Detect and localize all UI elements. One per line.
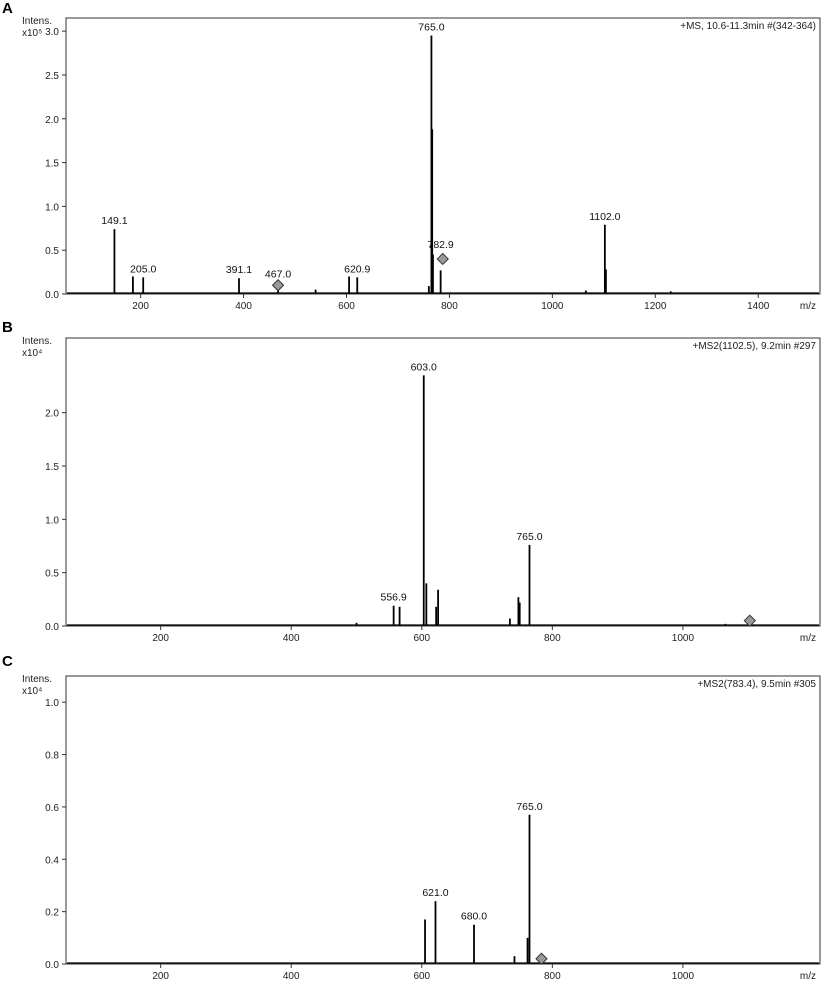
panel-a-letter: A [2,0,13,17]
panel-c-y-tick-label: 0.0 [45,960,59,971]
panel-a-peak-label: 765.0 [418,22,444,34]
panel-a-x-tick-label: 600 [338,301,355,312]
panel-b-x-tick-label: 200 [152,633,169,644]
panel-b-y-tick-label: 2.0 [45,409,59,420]
panel-a-x-tick-label: 1200 [644,301,667,312]
panel-b-y-tick-label: 0.0 [45,622,59,633]
panel-c-peak-label: 621.0 [422,887,448,899]
panel-b-y-tick-label: 0.5 [45,569,59,580]
panel-a-peak-label: 620.9 [344,263,370,275]
panel-c-y-axis-unit: x10⁴ [22,686,42,697]
panel-b-y-axis-unit: x10⁴ [22,348,42,359]
panel-b-peak-label: 603.0 [411,361,437,373]
panel-b-peak-label: 765.0 [516,531,542,543]
panel-a-x-tick-label: 400 [235,301,252,312]
panel-c-y-tick-label: 1.0 [45,698,59,709]
panel-c-x-tick-label: 1000 [672,971,695,982]
panel-c-letter: C [2,653,13,670]
panel-a-y-axis-unit: x10⁵ [22,28,42,39]
panel-a-precursor-diamond-icon [271,279,285,292]
panel-b-precursor-diamond-icon [743,614,757,627]
panel-b-y-axis-label: Intens. [22,336,52,347]
panel-a-peak-label: 149.1 [101,215,127,227]
panel-a-x-axis-label: m/z [800,301,816,312]
panel-a-y-tick-label: 1.0 [45,202,59,213]
panel-a-plot-frame [65,17,821,295]
panel-a-peak-label: 782.9 [427,239,453,251]
panel-c-peak-label: 680.0 [461,911,487,923]
panel-b-y-tick-label: 1.0 [45,515,59,526]
panel-c-y-tick-label: 0.6 [45,803,59,814]
panel-c-x-tick-label: 800 [544,971,561,982]
panel-a-x-tick-label: 1000 [541,301,564,312]
panel-c-x-axis-label: m/z [800,971,816,982]
panel-c-precursor-diamond-icon [535,952,548,965]
panel-a-x-tick-label: 1400 [747,301,770,312]
panel-c-x-tick-label: 200 [152,971,169,982]
panel-c-y-axis-label: Intens. [22,674,52,685]
panel-a-peak-label: 205.0 [130,263,156,275]
panel-b-letter: B [2,319,13,336]
panel-b-y-tick-label: 1.5 [45,462,59,473]
panel-a-peak-label: 391.1 [226,264,252,276]
panel-a-y-tick-label: 2.5 [45,71,59,82]
panel-c-plot-frame [65,675,821,965]
panel-b-x-tick-label: 800 [544,633,561,644]
panel-a-y-tick-label: 1.5 [45,159,59,170]
panel-c-x-tick-label: 400 [283,971,300,982]
panel-c-peak-label: 765.0 [516,801,542,813]
panel-a-scan-info: +MS, 10.6-11.3min #(342-364) [680,21,816,32]
panel-a-peak-label: 1102.0 [589,211,620,223]
panel-b-scan-info: +MS2(1102.5), 9.2min #297 [692,341,816,352]
panel-a-peak-label: 467.0 [265,269,291,281]
panel-a-x-tick-label: 800 [441,301,458,312]
panel-b-x-axis-label: m/z [800,633,816,644]
panel-c-y-tick-label: 0.2 [45,908,59,919]
panel-a-y-axis-label: Intens. [22,16,52,27]
panel-b-x-tick-label: 1000 [672,633,695,644]
panel-a-y-tick-label: 0.5 [45,246,59,257]
panel-a-x-tick-label: 200 [132,301,149,312]
panel-b-plot-frame [65,337,821,627]
panel-a-y-tick-label: 0.0 [45,290,59,301]
panel-b-peak-label: 556.9 [381,592,407,604]
panel-a-precursor-diamond-icon [436,252,449,266]
panel-a-y-tick-label: 3.0 [45,27,59,38]
panel-b-x-tick-label: 600 [413,633,430,644]
panel-c-x-tick-label: 600 [413,971,430,982]
panel-a-y-tick-label: 2.0 [45,115,59,126]
panel-c-y-tick-label: 0.4 [45,855,59,866]
panel-c-y-tick-label: 0.8 [45,751,59,762]
panel-c-scan-info: +MS2(783.4), 9.5min #305 [697,679,816,690]
panel-b-x-tick-label: 400 [283,633,300,644]
